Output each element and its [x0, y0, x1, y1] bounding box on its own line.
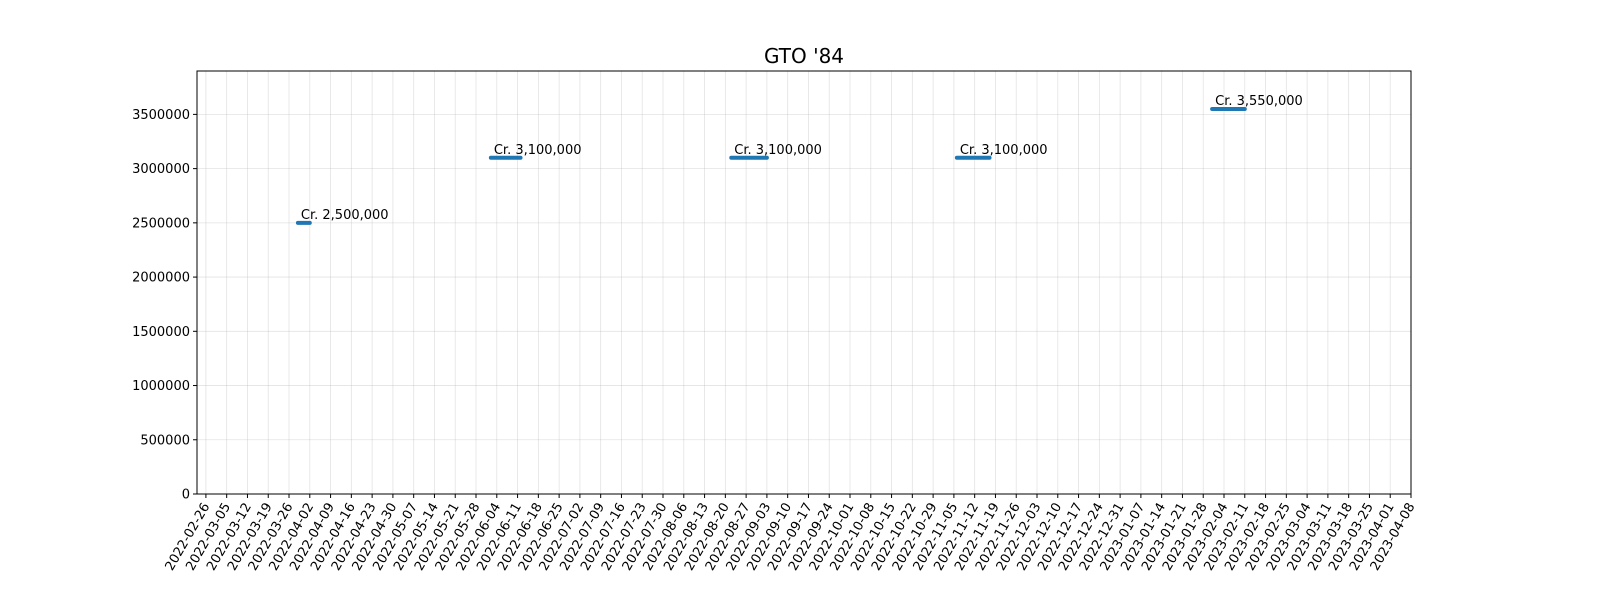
grid-layer [197, 71, 1412, 495]
x-axis: 2022-02-262022-03-052022-03-122022-03-19… [163, 494, 1418, 573]
data-label: Cr. 2,500,000 [301, 208, 389, 223]
y-tick-label: 2500000 [132, 216, 190, 231]
y-tick-label: 500000 [140, 433, 190, 448]
data-layer [295, 106, 1247, 225]
data-label: Cr. 3,550,000 [1215, 94, 1303, 109]
y-tick-label: 0 [182, 488, 190, 503]
y-tick-label: 1000000 [132, 379, 190, 394]
y-tick-label: 3000000 [132, 162, 190, 177]
y-tick-label: 1500000 [132, 325, 190, 340]
y-tick-label: 2000000 [132, 271, 190, 286]
data-label: Cr. 3,100,000 [960, 143, 1048, 158]
y-axis: 0 500000 1000000 1500000 2000000 2500000 30000… [132, 108, 197, 503]
data-label: Cr. 3,100,000 [494, 143, 582, 158]
plot-frame [196, 70, 1412, 495]
data-label: Cr. 3,100,000 [734, 143, 822, 158]
data-label-layer: Cr. 2,500,000 Cr. 3,100,000 Cr. 3,100,000 C… [301, 94, 1303, 223]
y-tick-label: 3500000 [132, 108, 190, 123]
chart-title: GTO '84 [764, 44, 844, 68]
